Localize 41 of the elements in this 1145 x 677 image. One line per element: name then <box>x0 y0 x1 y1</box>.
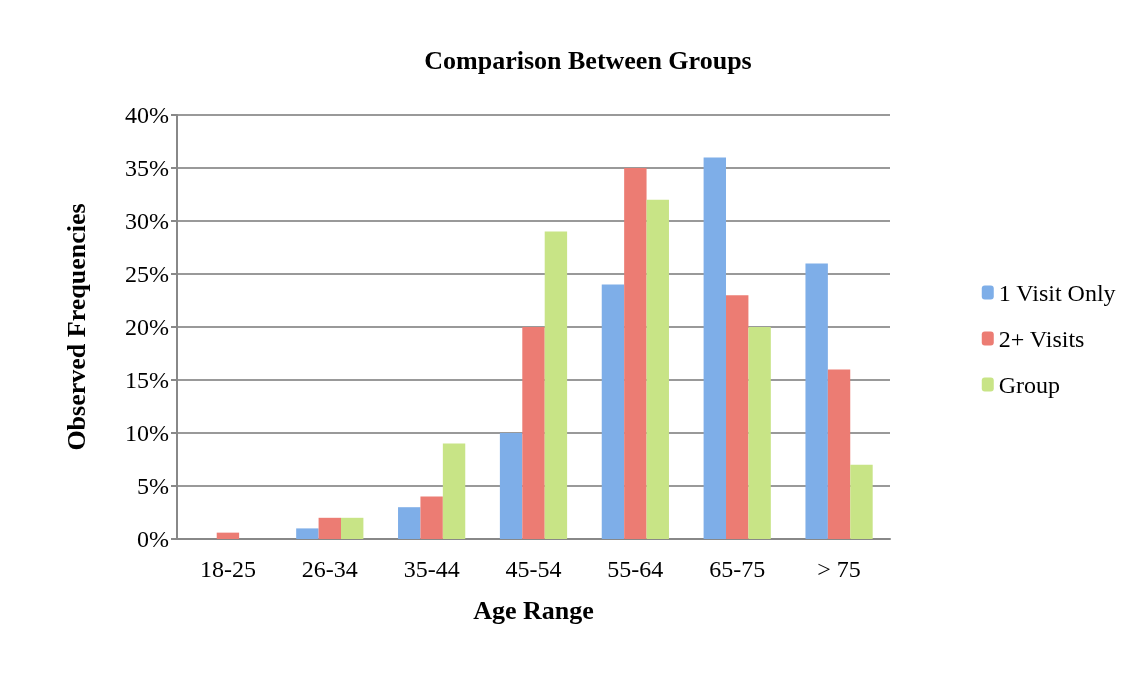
bar <box>624 168 647 539</box>
bar <box>522 327 545 539</box>
legend-label: 2+ Visits <box>998 325 1085 352</box>
x-tick-label: 18-25 <box>199 556 256 582</box>
x-tick-label: > 75 <box>817 556 861 582</box>
chart-title: Comparison Between Groups <box>424 45 752 75</box>
x-tick-label: 55-64 <box>607 556 664 582</box>
y-tick-label: 40% <box>125 102 169 128</box>
bar <box>499 433 523 539</box>
bar <box>703 157 727 539</box>
bar <box>398 507 421 539</box>
bar <box>726 295 749 539</box>
x-tick-label: 26-34 <box>301 556 358 582</box>
y-tick-label: 25% <box>125 261 169 287</box>
x-axis-title: Age Range <box>473 595 594 625</box>
bar <box>827 369 851 539</box>
bar <box>601 284 625 539</box>
y-tick-label: 30% <box>125 208 169 234</box>
bar <box>296 528 319 539</box>
bar <box>442 443 466 539</box>
bar <box>748 327 771 539</box>
bar <box>646 199 669 539</box>
bar <box>544 231 568 539</box>
legend-label: 1 Visit Only <box>998 279 1116 306</box>
y-tick-label: 10% <box>125 420 169 446</box>
y-tick-label: 5% <box>137 473 169 499</box>
y-tick-label: 15% <box>125 367 169 393</box>
y-tick-label: 0% <box>137 526 169 552</box>
x-tick-label: 35-44 <box>403 556 460 582</box>
y-tick-label: 20% <box>125 314 169 340</box>
legend-label: Group <box>998 371 1061 398</box>
bar <box>216 532 240 539</box>
bar <box>318 517 341 539</box>
bar <box>420 496 443 539</box>
bar <box>850 464 873 539</box>
bar <box>805 263 828 539</box>
y-tick-label: 35% <box>125 155 169 181</box>
bar <box>340 517 364 539</box>
x-tick-label: 65-75 <box>709 556 766 582</box>
y-axis-title: Observed Frequencies <box>61 203 91 451</box>
x-tick-label: 45-54 <box>505 556 562 582</box>
